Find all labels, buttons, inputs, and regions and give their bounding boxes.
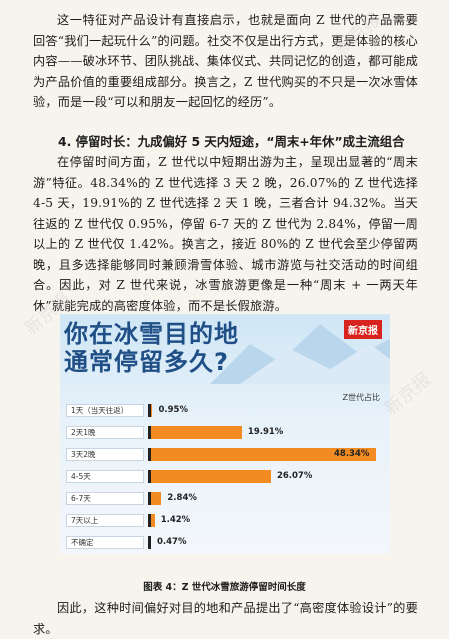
paragraph-2: 在停留时间方面，Z 世代以中短期出游为主，呈现出显著的“周末游”特征。48.34…	[33, 155, 418, 313]
value-label: 0.47%	[157, 537, 187, 547]
bar-start-marker	[148, 492, 151, 505]
paragraph-3: 因此，这种时间偏好对目的地和产品提出了“高密度体验设计”的要求。	[33, 601, 418, 636]
bar	[148, 448, 376, 461]
bar	[148, 492, 162, 505]
category-label: 7天以上	[66, 514, 144, 527]
bar-start-marker	[148, 536, 151, 549]
snow-mountain-image	[210, 324, 390, 384]
chart-row: 3天2晚 48.34%	[66, 448, 388, 461]
category-label: 4-5天	[66, 470, 144, 483]
category-label: 不确定	[66, 536, 144, 549]
bar	[148, 514, 155, 527]
bar-start-marker	[148, 470, 151, 483]
infographic: 你在冰雪目的地 通常停留多久? 新京报 Z世代占比 1天（当天往返） 0.95% 2…	[60, 314, 390, 554]
infographic-title: 你在冰雪目的地 通常停留多久?	[64, 320, 239, 376]
value-label: 1.42%	[160, 515, 191, 525]
section-heading: 4. 停留时长：九成偏好 5 天内短途，“周末+年休”成主流组合	[58, 134, 405, 149]
value-label: 19.91%	[247, 427, 284, 437]
brand-logo: 新京报	[344, 320, 382, 339]
bar-start-marker	[148, 448, 151, 461]
value-label: 2.84%	[167, 493, 197, 503]
figure-caption: 图表 4：Z 世代冰雪旅游停留时间长度	[143, 582, 306, 593]
category-label: 3天2晚	[66, 448, 144, 461]
category-label: 6-7天	[66, 492, 144, 505]
value-label: 48.34%	[334, 449, 370, 459]
category-label: 2天1晚	[66, 426, 144, 439]
value-label: 0.95%	[158, 405, 188, 415]
bar-start-marker	[148, 426, 151, 439]
paragraph-1: 这一特征对产品设计有直接启示，也就是面向 Z 世代的产品需要回答“我们一起玩什么…	[33, 13, 418, 109]
category-label: 1天（当天往返）	[66, 404, 144, 417]
chart-row: 不确定 0.47%	[66, 536, 388, 549]
bar	[148, 426, 242, 439]
bar-start-marker	[148, 514, 151, 527]
chart-row: 6-7天 2.84%	[66, 492, 388, 505]
chart-row: 1天（当天往返） 0.95%	[66, 404, 388, 417]
chart-row: 2天1晚 19.91%	[66, 426, 388, 439]
chart-row: 4-5天 26.07%	[66, 470, 388, 483]
chart-row: 7天以上 1.42%	[66, 514, 388, 527]
bar	[148, 470, 271, 483]
value-label: 26.07%	[276, 471, 313, 481]
column-title: Z世代占比	[342, 393, 380, 402]
bar-start-marker	[148, 404, 151, 417]
